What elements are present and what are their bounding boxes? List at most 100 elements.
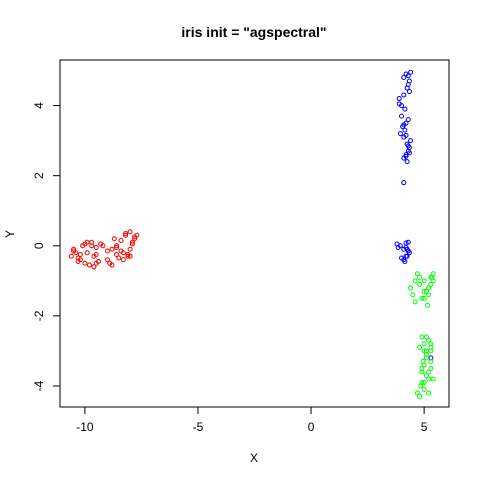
data-point-series-3	[417, 344, 423, 350]
data-point-series-2	[396, 101, 402, 107]
data-point-series-3	[414, 271, 420, 277]
data-point-series-2	[397, 243, 403, 249]
data-point-series-3	[428, 358, 434, 364]
data-point-series-1	[123, 231, 129, 236]
data-point-series-3	[423, 351, 429, 357]
data-point-series-1	[127, 253, 133, 259]
data-point-series-2	[402, 259, 408, 265]
data-point-series-2	[403, 240, 409, 246]
y-tick-label: -4	[32, 380, 46, 391]
x-tick-label: -10	[76, 420, 94, 434]
x-tick-label: 0	[308, 420, 315, 434]
data-point-series-1	[114, 243, 120, 249]
data-point-series-2	[404, 253, 410, 259]
data-point-series-3	[426, 337, 432, 343]
data-point-series-3	[426, 369, 432, 375]
data-point-series-2	[406, 150, 412, 156]
data-point-series-2	[408, 138, 414, 144]
data-point-series-3	[420, 358, 426, 364]
data-point-series-1	[127, 246, 133, 252]
data-point-series-1	[109, 262, 115, 268]
data-point-series-2	[403, 132, 409, 138]
data-point-series-2	[405, 143, 411, 149]
data-point-series-2	[405, 73, 411, 79]
data-point-series-3	[421, 348, 427, 354]
data-point-series-1	[104, 257, 110, 263]
data-point-series-3	[426, 285, 432, 291]
data-point-series-1	[123, 232, 129, 238]
y-tick-label: 2	[32, 172, 46, 179]
data-point-series-3	[412, 278, 418, 284]
data-point-series-1	[120, 257, 126, 263]
data-point-series-3	[418, 383, 424, 389]
data-point-series-3	[417, 281, 423, 287]
data-point-series-1	[129, 239, 135, 245]
data-point-series-1	[114, 245, 120, 251]
data-point-series-3	[421, 379, 427, 385]
data-point-series-3	[425, 302, 431, 308]
data-point-series-2	[401, 122, 407, 128]
data-point-series-2	[408, 69, 414, 75]
data-points	[68, 69, 436, 399]
x-tick-label: -5	[193, 420, 204, 434]
data-point-series-1	[84, 250, 90, 256]
data-point-series-2	[406, 89, 412, 95]
data-point-series-1	[111, 236, 117, 242]
data-point-series-1	[86, 262, 92, 268]
data-point-series-1	[82, 241, 88, 247]
x-axis-label: X	[250, 451, 258, 465]
data-point-series-2	[403, 245, 409, 251]
data-point-series-2	[401, 180, 407, 186]
data-point-series-2	[401, 92, 407, 98]
data-point-series-3	[428, 348, 434, 354]
data-point-series-1	[71, 246, 77, 252]
data-point-series-3	[426, 376, 432, 382]
data-point-series-3	[423, 334, 429, 340]
data-point-series-2	[404, 159, 410, 165]
data-point-series-3	[419, 365, 425, 371]
data-point-series-1	[82, 260, 88, 266]
data-point-series-3	[421, 341, 427, 347]
data-point-series-1	[71, 248, 77, 254]
y-tick-label: -2	[32, 310, 46, 321]
data-point-series-3	[426, 390, 432, 396]
data-point-series-2	[403, 153, 409, 159]
data-point-series-3	[412, 299, 418, 305]
data-point-series-3	[417, 393, 423, 399]
data-point-series-3	[421, 386, 427, 392]
data-point-series-1	[77, 252, 83, 258]
data-point-series-1	[120, 250, 126, 256]
data-point-series-1	[129, 241, 135, 247]
data-point-series-1	[75, 259, 81, 265]
data-point-series-3	[426, 292, 432, 298]
plot-frame	[59, 59, 450, 408]
data-point-series-3	[428, 365, 434, 371]
y-axis-label: Y	[3, 230, 17, 238]
data-point-series-3	[417, 274, 423, 280]
data-point-series-1	[89, 239, 95, 245]
data-point-series-1	[125, 253, 131, 259]
data-point-series-1	[68, 253, 74, 259]
x-tick-label: 5	[421, 420, 428, 434]
data-point-series-3	[410, 292, 416, 298]
data-point-series-3	[414, 390, 420, 396]
chart-title: iris init = "agspectral"	[181, 24, 326, 40]
data-point-series-1	[93, 245, 99, 251]
data-point-series-1	[109, 246, 115, 252]
data-point-series-3	[423, 372, 429, 378]
y-tick-label: 4	[32, 102, 46, 109]
data-point-series-3	[408, 285, 414, 291]
data-point-series-2	[402, 127, 408, 133]
data-point-series-3	[419, 334, 425, 340]
data-point-series-3	[421, 288, 427, 294]
data-point-series-2	[405, 239, 411, 245]
data-point-series-3	[428, 281, 434, 287]
data-point-series-3	[428, 341, 434, 347]
data-point-series-1	[104, 248, 110, 254]
x-axis: -10 -5 0 5	[76, 407, 428, 434]
data-point-series-2	[405, 82, 411, 88]
data-point-series-1	[114, 252, 120, 258]
data-point-series-2	[397, 131, 403, 137]
